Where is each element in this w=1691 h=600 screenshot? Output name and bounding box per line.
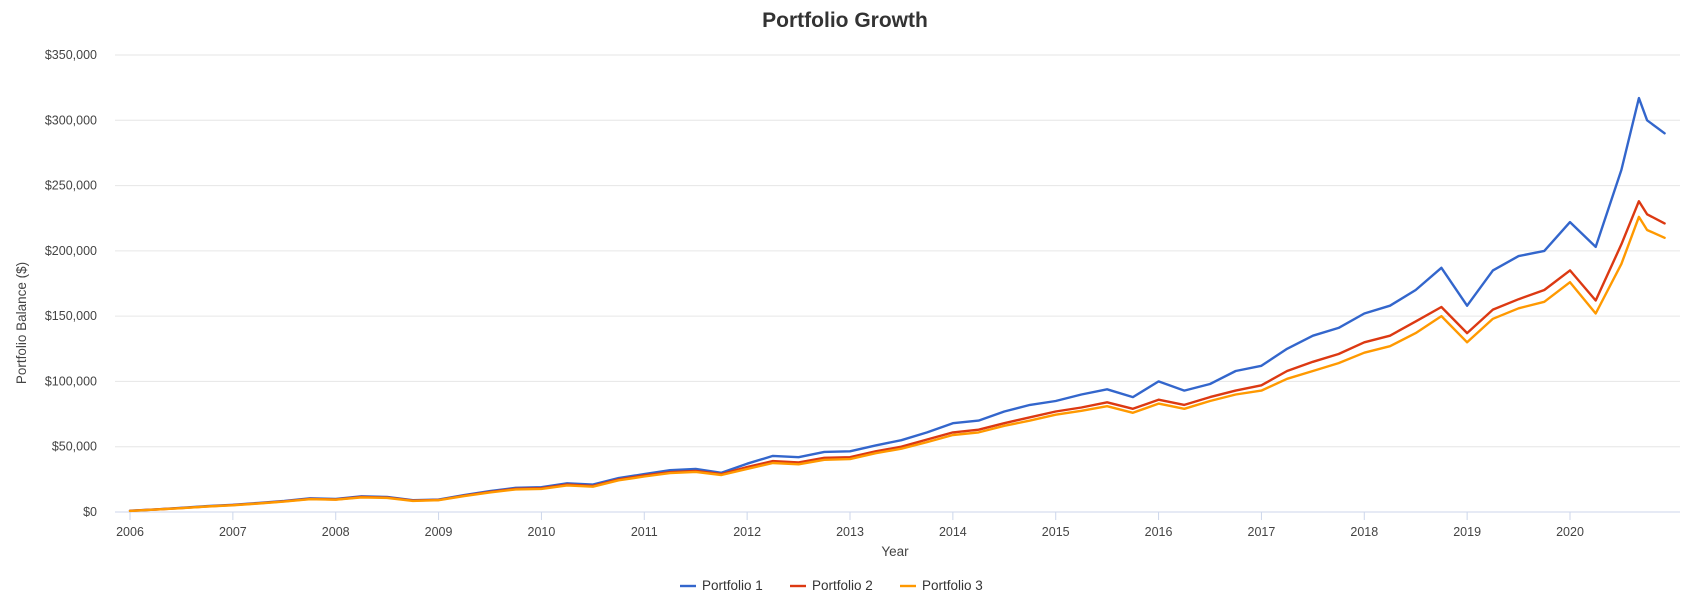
legend-item-portfolio-1[interactable]: Portfolio 1	[680, 578, 763, 593]
x-tick-label: 2016	[1145, 525, 1173, 539]
y-tick-label: $0	[83, 505, 97, 519]
x-tick-label: 2007	[219, 525, 247, 539]
x-axis-title: Year	[881, 544, 909, 559]
y-tick-label: $200,000	[45, 244, 97, 258]
grid	[115, 54, 1680, 513]
legend-item-portfolio-2[interactable]: Portfolio 2	[790, 578, 873, 593]
x-tick-label: 2014	[939, 525, 967, 539]
legend-label: Portfolio 1	[702, 578, 763, 593]
x-tick-label: 2011	[631, 525, 658, 539]
y-tick-label: $250,000	[45, 179, 97, 193]
chart-title: Portfolio Growth	[762, 9, 928, 32]
x-tick-label: 2009	[425, 525, 453, 539]
y-tick-label: $150,000	[45, 309, 97, 323]
y-tick-label: $300,000	[45, 113, 97, 127]
series-lines	[128, 96, 1666, 513]
series-line-portfolio-3[interactable]	[128, 215, 1666, 513]
x-tick-label: 2015	[1042, 525, 1070, 539]
x-tick-label: 2012	[733, 525, 761, 539]
x-tick-label: 2020	[1556, 525, 1584, 539]
x-tick-label: 2010	[528, 525, 556, 539]
x-tick-label: 2006	[116, 525, 144, 539]
y-tick-label: $100,000	[45, 374, 97, 388]
legend-label: Portfolio 3	[922, 578, 983, 593]
y-tick-label: $350,000	[45, 48, 97, 62]
series-line-portfolio-2[interactable]	[128, 199, 1666, 512]
x-tick-label: 2019	[1453, 525, 1481, 539]
legend-item-portfolio-3[interactable]: Portfolio 3	[900, 578, 983, 593]
legend[interactable]: Portfolio 1 Portfolio 2 Portfolio 3	[680, 578, 983, 593]
y-tick-label: $50,000	[52, 440, 97, 454]
x-tick-label: 2013	[836, 525, 864, 539]
x-tick-label: 2008	[322, 525, 350, 539]
x-tick-label: 2018	[1350, 525, 1378, 539]
axes: $0 $50,000 $100,000 $150,000 $200,000 $250,00…	[45, 48, 1584, 539]
legend-label: Portfolio 2	[812, 578, 873, 593]
y-axis-title: Portfolio Balance ($)	[14, 262, 29, 384]
x-tick-label: 2017	[1248, 525, 1276, 539]
